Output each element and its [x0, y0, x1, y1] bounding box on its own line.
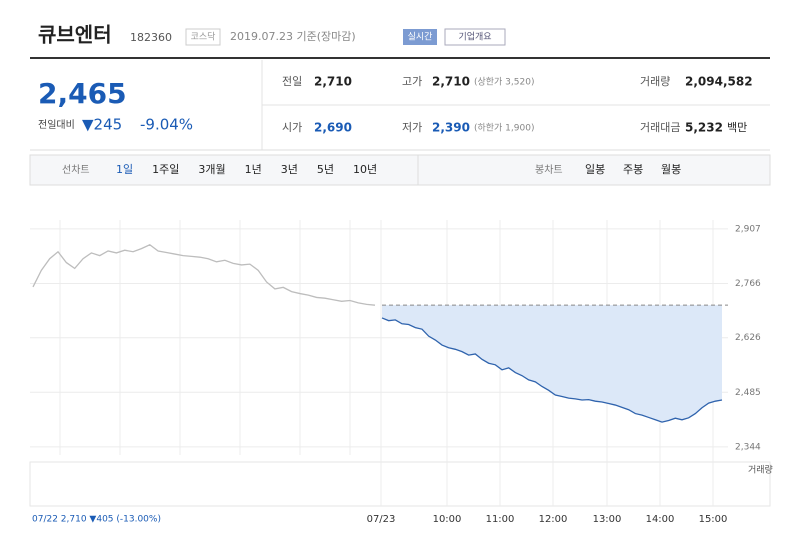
x-tick-label: 10:00 — [433, 514, 462, 525]
date: 2019.07.23 기준(장마감) — [230, 30, 356, 43]
y-tick-label: 2,766 — [735, 279, 761, 289]
x-tick-label: 14:00 — [646, 514, 675, 525]
summary-note: (하한가 1,900) — [474, 123, 535, 134]
summary-value: 5,232 — [685, 121, 723, 135]
tab-bar — [29, 154, 771, 186]
price-line — [32, 244, 376, 306]
market: 코스닥 — [191, 32, 216, 43]
summary-label: 고가 — [402, 75, 422, 88]
tab[interactable]: 일봉 — [585, 162, 605, 176]
x-tick-label: 11:00 — [486, 514, 515, 525]
tab[interactable]: 5년 — [317, 163, 334, 176]
summary-note: 백만 — [727, 121, 747, 134]
tab[interactable]: 월봉 — [661, 163, 681, 176]
market-badge — [185, 28, 221, 46]
current-price: 2,465 — [38, 77, 127, 110]
change: ▼245 — [82, 116, 122, 134]
tab[interactable]: 3년 — [281, 163, 298, 176]
volume-panel — [29, 461, 771, 507]
summary-value: 2,710 — [314, 75, 352, 89]
stock-code: 182360 — [130, 31, 172, 44]
summary-value: 2,690 — [314, 121, 352, 135]
tab[interactable]: 1주일 — [152, 162, 179, 176]
x-tick-label: 15:00 — [699, 514, 728, 525]
tab-label: 선차트 — [62, 164, 90, 176]
y-tick-label: 2,907 — [735, 224, 761, 234]
footer: 07/22 2,710 ▼405 (-13.00%) — [32, 515, 161, 525]
summary-label: 거래량 — [640, 75, 670, 88]
tab[interactable]: 10년 — [353, 163, 377, 176]
realtime[interactable]: 실시간 — [408, 32, 433, 43]
volume-label: 거래량 — [748, 464, 773, 476]
summary-label: 전일 — [282, 74, 302, 88]
tab[interactable]: 1년 — [245, 163, 262, 176]
summary-value: 2,710 — [432, 75, 470, 89]
y-tick-label: 2,626 — [735, 333, 761, 343]
summary-value: 2,390 — [432, 121, 470, 135]
summary-note: (상한가 3,520) — [474, 77, 535, 88]
area — [382, 305, 722, 423]
change-label: 전일대비 — [38, 119, 75, 131]
summary-value: 2,094,582 — [685, 75, 753, 89]
overview[interactable]: 기업개요 — [458, 32, 491, 43]
tab-label: 봉차트 — [535, 164, 563, 176]
tab[interactable]: 3개월 — [198, 163, 225, 176]
summary-label: 저가 — [402, 121, 422, 134]
stock-name: 큐브엔터 — [38, 23, 112, 47]
summary-label: 거래대금 — [640, 121, 680, 134]
price-line — [381, 317, 723, 423]
summary-label: 시가 — [282, 121, 302, 134]
tab[interactable]: 주봉 — [623, 163, 643, 176]
change-pct: -9.04% — [140, 116, 193, 134]
overview-button[interactable] — [444, 28, 506, 46]
x-tick-label: 12:00 — [539, 514, 568, 525]
x-tick-label: 07/23 — [367, 514, 396, 525]
x-tick-label: 13:00 — [593, 514, 622, 525]
y-tick-label: 2,344 — [735, 442, 761, 452]
tab[interactable]: 1일 — [116, 162, 133, 176]
y-tick-label: 2,485 — [735, 388, 761, 398]
realtime-button[interactable] — [403, 29, 437, 45]
